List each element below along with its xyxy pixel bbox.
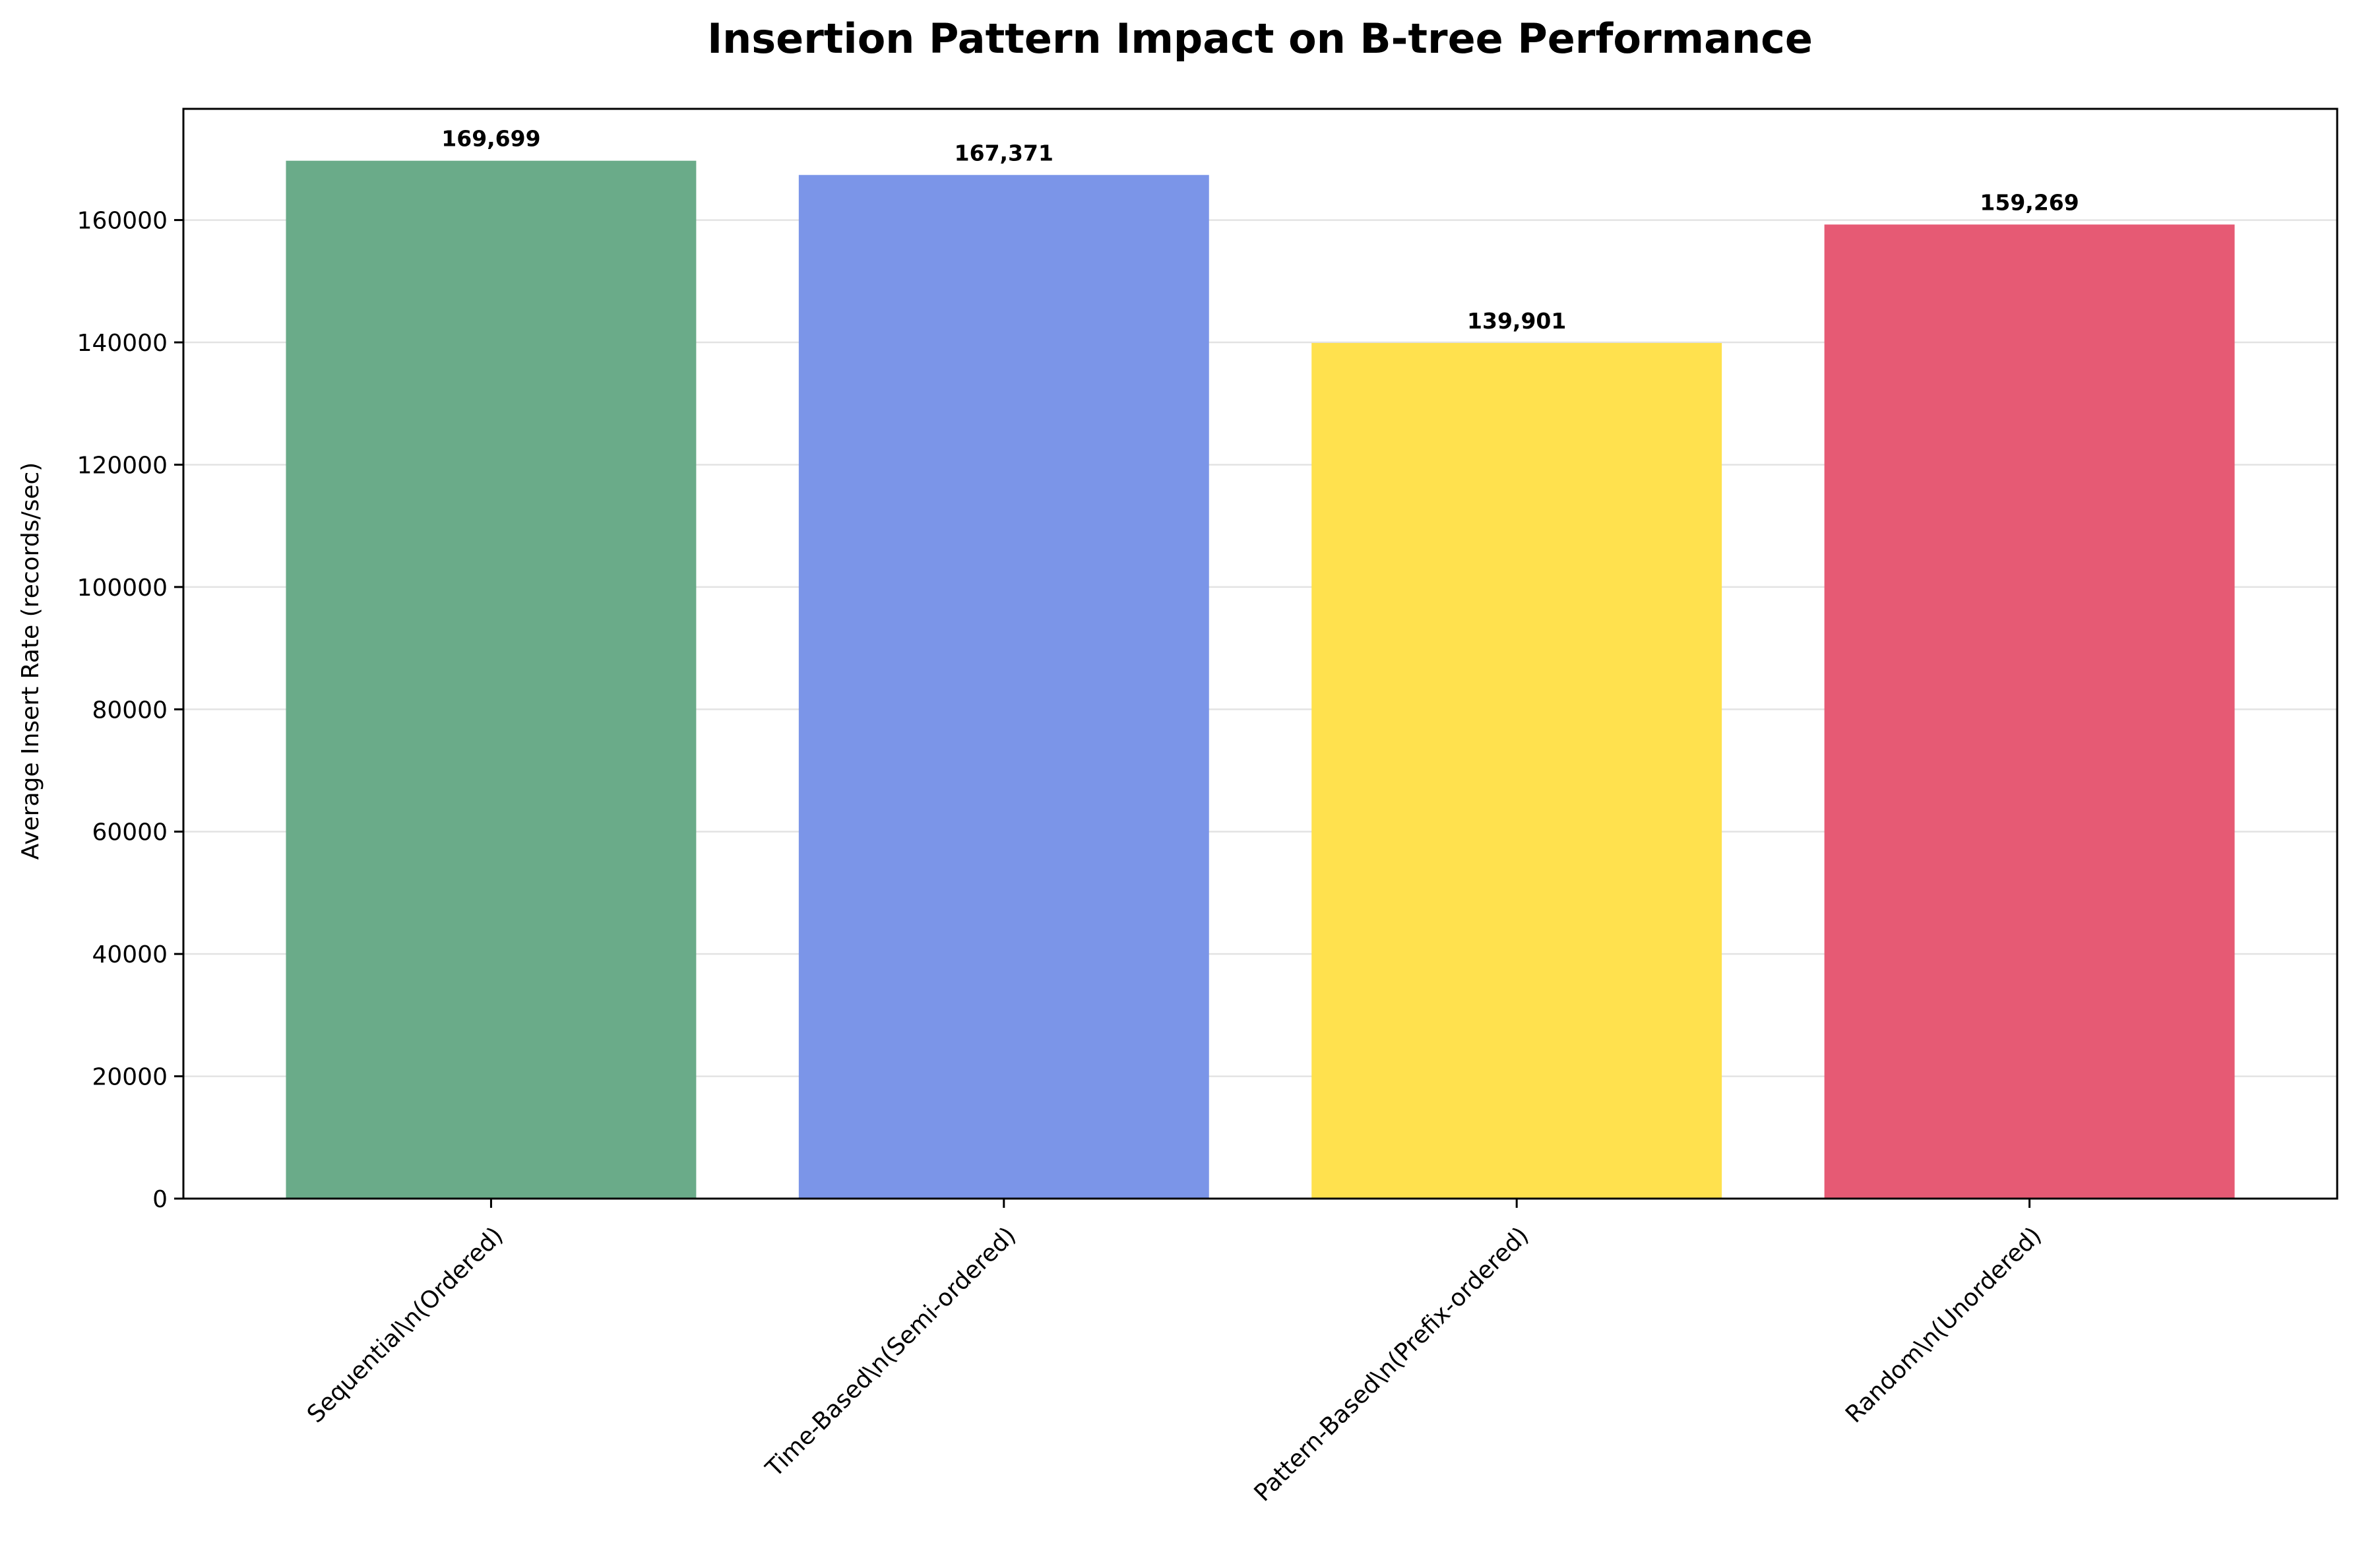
y-tick-label: 160000 bbox=[77, 208, 168, 235]
y-tick-label: 140000 bbox=[77, 330, 168, 357]
data-label: 167,371 bbox=[955, 140, 1053, 166]
y-tick-label: 100000 bbox=[77, 575, 168, 602]
bar bbox=[798, 175, 1209, 1199]
y-tick-label: 120000 bbox=[77, 452, 168, 479]
y-tick-label: 80000 bbox=[92, 697, 168, 724]
y-tick-label: 40000 bbox=[92, 941, 168, 968]
y-axis-ticks: 0 20000 40000 60000 80000 100000 120000 140000 1… bbox=[77, 208, 183, 1213]
bar bbox=[1824, 224, 2235, 1199]
data-labels: 169,699 167,371 139,901 159,269 bbox=[441, 126, 2079, 334]
data-label: 169,699 bbox=[441, 126, 540, 152]
y-tick-label: 20000 bbox=[92, 1064, 168, 1091]
data-label: 139,901 bbox=[1467, 308, 1566, 334]
chart-title: Insertion Pattern Impact on B-tree Perfo… bbox=[707, 15, 1813, 63]
plot-frame bbox=[182, 108, 2339, 1200]
data-label: 159,269 bbox=[1980, 189, 2079, 215]
bar bbox=[286, 160, 697, 1199]
y-tick-label: 0 bbox=[152, 1186, 168, 1213]
y-axis-label: Average Insert Rate (records/sec) bbox=[17, 462, 44, 860]
bars bbox=[286, 160, 2235, 1199]
y-tick-label: 60000 bbox=[92, 819, 168, 846]
bar bbox=[1311, 342, 1722, 1199]
